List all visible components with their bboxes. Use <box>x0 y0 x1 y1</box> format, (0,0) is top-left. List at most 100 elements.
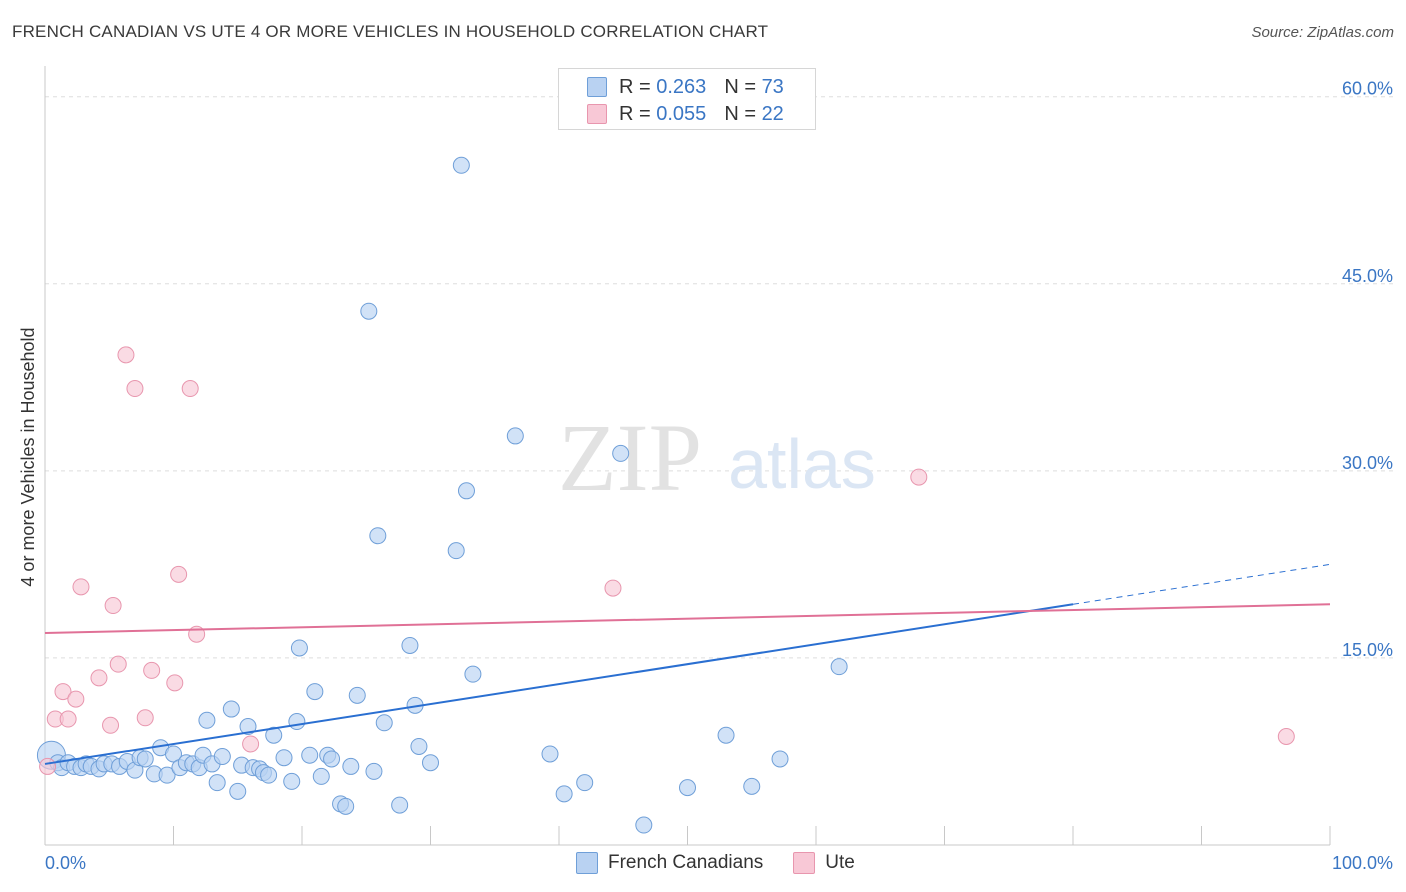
series-legend-french-canadians: French Canadians <box>576 852 763 874</box>
legend-row-ute: R = 0.055 N = 22 <box>587 101 784 127</box>
point-ute <box>170 565 188 583</box>
watermark-zip: ZIP <box>558 404 702 511</box>
chart-title: FRENCH CANADIAN VS UTE 4 OR MORE VEHICLE… <box>12 22 769 41</box>
point-ute <box>39 757 57 775</box>
legend-swatch-pink <box>587 104 607 124</box>
point-french-canadians <box>717 726 735 744</box>
tick-labels: 15.0% 30.0% 45.0% 60.0% 0.0% 100.0% <box>45 79 1393 873</box>
point-ute <box>143 661 161 679</box>
point-french-canadians <box>239 718 257 736</box>
point-french-canadians <box>360 302 378 320</box>
watermark-atlas: atlas <box>728 425 876 503</box>
legend-r-value: 0.055 <box>656 102 707 125</box>
point-french-canadians <box>312 767 330 785</box>
x-tick-label: 0.0% <box>45 853 86 873</box>
point-french-canadians <box>158 766 176 784</box>
trend-line-french-canadians <box>44 603 1074 765</box>
series-swatch-pink <box>793 852 816 874</box>
series-label: French Canadians <box>608 852 764 873</box>
point-ute <box>54 683 72 701</box>
correlation-legend: R = 0.263 N = 73 R = 0.055 N = 22 <box>558 68 816 130</box>
point-french-canadians <box>229 782 247 800</box>
y-axis-label: 4 or more Vehicles in Household <box>18 327 38 586</box>
point-french-canadians <box>260 766 278 784</box>
point-french-canadians <box>283 772 301 790</box>
trend-line-ute <box>44 603 1331 634</box>
legend-n-value: 22 <box>761 102 784 125</box>
point-ute <box>102 716 120 734</box>
point-french-canadians <box>410 737 428 755</box>
point-french-canadians <box>265 726 283 744</box>
point-ute <box>910 468 928 486</box>
point-french-canadians <box>288 713 306 731</box>
point-french-canadians <box>452 156 470 174</box>
point-french-canadians <box>348 686 366 704</box>
point-french-canadians <box>365 762 383 780</box>
legend-swatch-blue <box>587 77 607 97</box>
series-legend: French Canadians Ute <box>576 852 885 874</box>
point-french-canadians <box>375 714 393 732</box>
point-ute <box>136 709 154 727</box>
point-french-canadians <box>679 779 696 797</box>
legend-n-label: N = <box>724 102 756 125</box>
point-ute <box>90 669 108 687</box>
point-french-canadians <box>743 777 761 795</box>
point-french-canadians <box>771 750 789 768</box>
legend-n-label: N = <box>724 75 756 98</box>
series-label: Ute <box>825 852 855 873</box>
axes <box>44 66 1331 846</box>
legend-r-label: R = <box>619 75 651 98</box>
point-french-canadians <box>635 816 653 834</box>
y-tick-label: 15.0% <box>1342 640 1393 660</box>
x-tick-label: 100.0% <box>1332 853 1393 873</box>
point-french-canadians <box>165 745 182 763</box>
y-tick-label: 30.0% <box>1342 453 1393 473</box>
series-swatch-blue <box>576 852 598 874</box>
data-points <box>36 156 1295 834</box>
point-french-canadians <box>541 745 559 763</box>
point-ute <box>104 597 122 615</box>
series-legend-ute: Ute <box>793 852 855 874</box>
legend-r-value: 0.263 <box>656 75 707 98</box>
point-french-canadians <box>391 796 409 814</box>
point-ute <box>181 380 199 398</box>
point-french-canadians <box>612 444 630 462</box>
point-french-canadians <box>555 785 573 803</box>
point-french-canadians <box>401 636 419 654</box>
legend-row-french-canadians: R = 0.263 N = 73 <box>587 74 784 100</box>
point-french-canadians <box>576 774 594 792</box>
point-ute <box>72 578 90 596</box>
point-french-canadians <box>457 482 475 500</box>
y-tick-label: 45.0% <box>1342 266 1393 286</box>
point-french-canadians <box>222 700 240 718</box>
point-french-canadians <box>342 757 360 775</box>
point-ute <box>117 346 135 364</box>
trend-lines <box>44 563 1331 765</box>
grid-lines <box>45 96 1395 659</box>
legend-r-label: R = <box>619 102 651 125</box>
point-ute <box>59 710 77 728</box>
source-label: Source: ZipAtlas.com <box>1251 24 1394 41</box>
point-french-canadians <box>136 750 154 768</box>
point-french-canadians <box>290 639 308 657</box>
point-french-canadians <box>208 774 226 792</box>
point-french-canadians <box>275 749 293 767</box>
point-french-canadians <box>447 542 465 560</box>
point-french-canadians <box>198 711 216 729</box>
point-french-canadians <box>301 746 319 764</box>
legend-n-value: 73 <box>761 75 784 98</box>
point-french-canadians <box>464 665 482 683</box>
point-french-canadians <box>306 683 324 701</box>
point-french-canadians <box>323 750 341 768</box>
y-tick-label: 60.0% <box>1342 79 1393 99</box>
point-french-canadians <box>830 658 848 676</box>
point-ute <box>109 655 127 673</box>
point-ute <box>166 674 184 692</box>
point-french-canadians <box>337 797 355 815</box>
point-ute <box>1277 727 1295 745</box>
watermark: ZIP atlas <box>558 404 876 511</box>
point-ute <box>67 690 85 708</box>
point-french-canadians <box>369 527 387 545</box>
point-ute <box>604 579 622 597</box>
